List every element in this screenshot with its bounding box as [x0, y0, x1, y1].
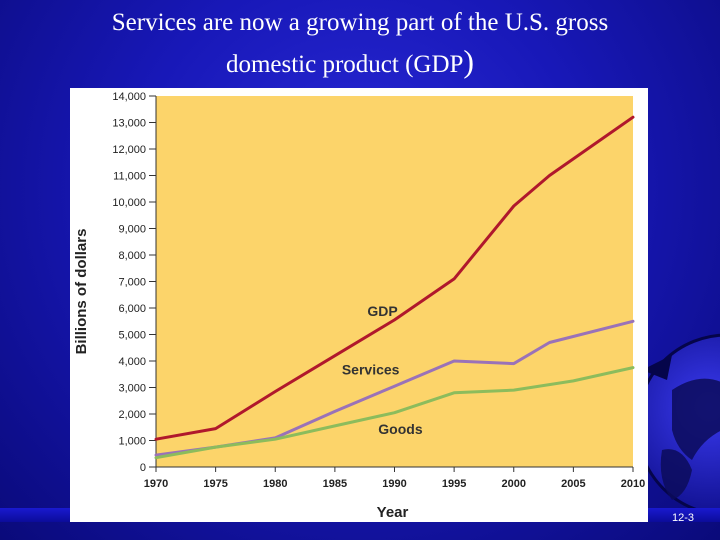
- y-tick-label: 13,000: [112, 118, 146, 130]
- y-tick-label: 0: [140, 462, 146, 474]
- globe-icon: [635, 333, 720, 517]
- series-line-gdp: [154, 115, 635, 441]
- y-tick-label: 8,000: [118, 250, 146, 262]
- x-tick-label: 2010: [621, 478, 645, 490]
- slide-title-line1: Services are now a growing part of the U…: [111, 9, 609, 36]
- slide-title-line2: domestic product (GDP): [0, 42, 720, 84]
- series-line-goods: [154, 366, 635, 460]
- x-tick-label: 1980: [263, 478, 287, 490]
- y-tick-label: 2,000: [118, 409, 146, 421]
- annotation-goods: Goods: [378, 421, 423, 437]
- y-tick-label: 6,000: [118, 303, 146, 315]
- y-tick-label: 14,000: [112, 91, 146, 103]
- x-tick-label: 2005: [561, 478, 585, 490]
- x-axis-label: Year: [377, 504, 409, 521]
- y-tick-label: 1,000: [118, 436, 146, 448]
- slide-title-line2-text: domestic product (GDP: [225, 51, 464, 78]
- y-tick-label: 5,000: [118, 330, 146, 342]
- plot-area: [156, 96, 633, 467]
- x-tick-label: 1970: [144, 478, 168, 490]
- x-tick-label: 2000: [502, 478, 526, 490]
- line-chart: 0 1,000 2,000 3,000 4,000 5,000 6,000 7,000 8,00…: [73, 91, 645, 521]
- y-tick-label: 3,000: [118, 383, 146, 395]
- slide-title-paren: ): [463, 43, 475, 79]
- slide-number: 12-3: [672, 512, 695, 524]
- y-tick-label: 10,000: [112, 197, 146, 209]
- y-tick-label: 4,000: [118, 356, 146, 368]
- x-tick-label: 1995: [442, 478, 466, 490]
- annotation-gdp: GDP: [367, 303, 397, 319]
- x-tick-label: 1990: [382, 478, 406, 490]
- annotation-services: Services: [342, 361, 400, 377]
- chart-panel: 0 1,000 2,000 3,000 4,000 5,000 6,000 7,000 8,00…: [70, 88, 648, 522]
- y-tick-label: 9,000: [118, 224, 146, 236]
- slide-title: Services are now a growing part of the U…: [0, 4, 720, 84]
- x-tick-label: 1975: [203, 478, 227, 490]
- x-tick-label: 1985: [323, 478, 347, 490]
- y-axis-label: Billions of dollars: [73, 229, 90, 355]
- y-tick-label: 12,000: [112, 144, 146, 156]
- y-tick-label: 7,000: [118, 277, 146, 289]
- y-tick-label: 11,000: [113, 171, 146, 183]
